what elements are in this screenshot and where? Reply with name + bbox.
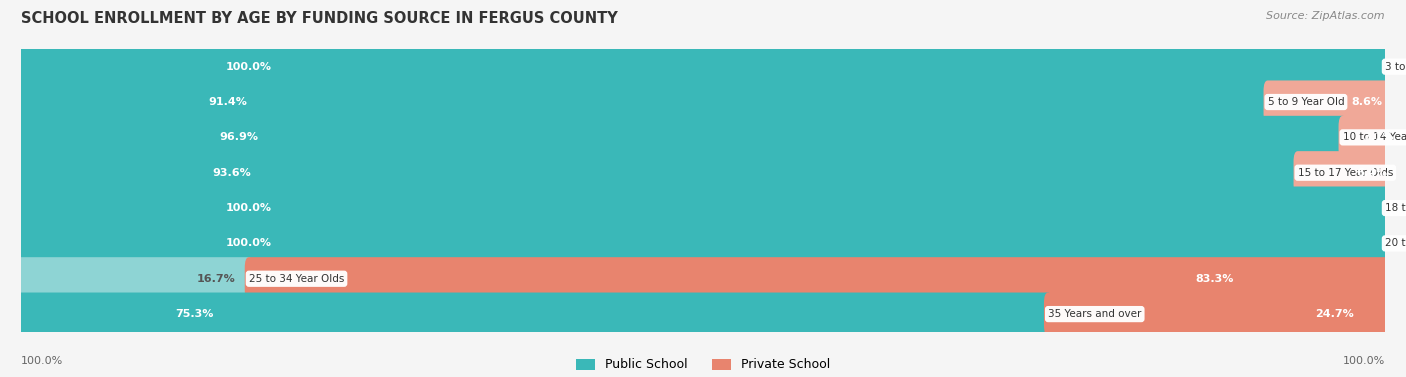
Text: 93.6%: 93.6% (212, 168, 252, 178)
Text: 3.1%: 3.1% (1364, 132, 1393, 143)
FancyBboxPatch shape (21, 84, 1385, 120)
FancyBboxPatch shape (17, 45, 1389, 88)
FancyBboxPatch shape (17, 222, 1389, 265)
Text: 16.7%: 16.7% (197, 274, 235, 284)
Text: 3 to 4 Year Olds: 3 to 4 Year Olds (1385, 62, 1406, 72)
Legend: Public School, Private School: Public School, Private School (571, 353, 835, 376)
Text: 83.3%: 83.3% (1195, 274, 1233, 284)
FancyBboxPatch shape (1339, 116, 1389, 159)
FancyBboxPatch shape (1264, 80, 1389, 124)
Text: 100.0%: 100.0% (225, 62, 271, 72)
Text: 91.4%: 91.4% (208, 97, 247, 107)
Text: 18 to 19 Year Olds: 18 to 19 Year Olds (1385, 203, 1406, 213)
FancyBboxPatch shape (21, 261, 1385, 296)
Text: 15 to 17 Year Olds: 15 to 17 Year Olds (1298, 168, 1393, 178)
Text: 35 Years and over: 35 Years and over (1047, 309, 1142, 319)
Text: Source: ZipAtlas.com: Source: ZipAtlas.com (1267, 11, 1385, 21)
FancyBboxPatch shape (21, 226, 1385, 261)
Text: SCHOOL ENROLLMENT BY AGE BY FUNDING SOURCE IN FERGUS COUNTY: SCHOOL ENROLLMENT BY AGE BY FUNDING SOUR… (21, 11, 617, 26)
Text: 5 to 9 Year Old: 5 to 9 Year Old (1268, 97, 1344, 107)
FancyBboxPatch shape (17, 187, 1389, 230)
FancyBboxPatch shape (17, 257, 253, 300)
FancyBboxPatch shape (21, 49, 1385, 84)
FancyBboxPatch shape (245, 257, 1389, 300)
Text: 100.0%: 100.0% (1343, 356, 1385, 366)
Text: 8.6%: 8.6% (1351, 97, 1384, 107)
FancyBboxPatch shape (21, 190, 1385, 226)
Text: 6.4%: 6.4% (1357, 168, 1388, 178)
Text: 25 to 34 Year Olds: 25 to 34 Year Olds (249, 274, 344, 284)
FancyBboxPatch shape (1045, 293, 1389, 336)
Text: 75.3%: 75.3% (176, 309, 214, 319)
Text: 24.7%: 24.7% (1315, 309, 1354, 319)
FancyBboxPatch shape (21, 296, 1385, 332)
Text: 20 to 24 Year Olds: 20 to 24 Year Olds (1385, 238, 1406, 248)
Text: 96.9%: 96.9% (219, 132, 259, 143)
FancyBboxPatch shape (17, 116, 1347, 159)
FancyBboxPatch shape (1294, 151, 1389, 194)
Text: 10 to 14 Year Olds: 10 to 14 Year Olds (1343, 132, 1406, 143)
FancyBboxPatch shape (21, 120, 1385, 155)
FancyBboxPatch shape (17, 293, 1052, 336)
FancyBboxPatch shape (21, 155, 1385, 190)
FancyBboxPatch shape (17, 151, 1302, 194)
Text: 100.0%: 100.0% (225, 203, 271, 213)
Text: 100.0%: 100.0% (225, 238, 271, 248)
FancyBboxPatch shape (17, 80, 1271, 124)
Text: 100.0%: 100.0% (21, 356, 63, 366)
